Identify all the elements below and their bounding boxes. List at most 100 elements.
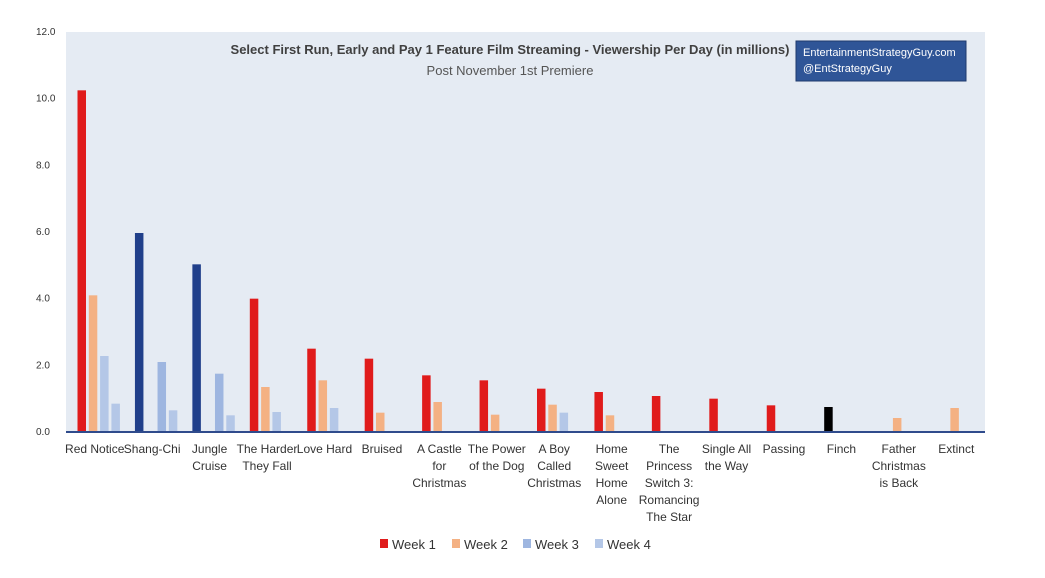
- x-tick-label-line: Christmas: [872, 459, 926, 473]
- x-tick-label: Jungle Cruise: [192, 442, 228, 473]
- x-tick-label-line: Cruise: [192, 459, 227, 473]
- bar-week-4: [111, 403, 120, 432]
- bar-week-3: [214, 373, 224, 432]
- x-tick-label-line: Princess: [646, 459, 692, 473]
- bar-week-2: [490, 414, 500, 432]
- x-tick-label-line: of the Dog: [469, 459, 524, 473]
- watermark-text: EntertainmentStrategyGuy.com: [803, 47, 956, 59]
- x-tick-label-line: Christmas: [412, 476, 466, 490]
- legend-swatch: [452, 539, 460, 548]
- x-tick-label-line: Called: [537, 459, 571, 473]
- x-tick-label-line: Red Notice: [65, 442, 125, 456]
- x-tick-label-line: Finch: [827, 442, 856, 456]
- legend-label: Week 1: [392, 537, 436, 552]
- bar-week-1: [651, 396, 661, 432]
- x-tick-label: Father Christmas is Back: [872, 442, 926, 490]
- bar-week-1: [192, 264, 201, 432]
- x-tick-label-line: The Star: [646, 510, 692, 524]
- y-tick-label: 0.0: [36, 427, 50, 438]
- x-tick-label-line: Home: [596, 476, 628, 490]
- x-tick-label-line: Sweet: [595, 459, 629, 473]
- bar-week-2: [433, 402, 442, 432]
- bar-week-4: [226, 415, 235, 432]
- watermark-box: [795, 40, 967, 82]
- bar-week-1: [479, 380, 489, 432]
- legend-label: Week 2: [464, 537, 508, 552]
- x-tick-label-line: Bruised: [362, 442, 403, 456]
- x-tick-label: Finch: [827, 442, 856, 456]
- y-tick-label: 4.0: [36, 294, 50, 305]
- x-tick-label-line: A Castle: [417, 442, 462, 456]
- bar-week-1: [766, 405, 776, 432]
- x-tick-label-line: Jungle: [192, 442, 228, 456]
- bar-week-4: [168, 410, 178, 432]
- x-tick-label-line: Love Hard: [297, 442, 352, 456]
- chart-subtitle: Post November 1st Premiere: [427, 63, 594, 78]
- x-tick-label: Extinct: [938, 442, 975, 456]
- y-tick-label: 10.0: [36, 94, 56, 105]
- x-tick-label: Home Sweet Home Alone: [595, 442, 629, 507]
- x-tick-label: Bruised: [362, 442, 403, 456]
- watermark-text: @EntStrategyGuy: [803, 63, 892, 75]
- bar-week-1: [307, 348, 316, 432]
- bar-week-3: [100, 356, 109, 432]
- x-tick-label: Love Hard: [297, 442, 352, 456]
- x-tick-label: The Power of the Dog: [468, 442, 526, 473]
- bar-week-1: [134, 233, 144, 432]
- bar-week-1: [422, 375, 431, 432]
- bar-week-1: [537, 388, 546, 432]
- x-tick-label-line: The Power: [468, 442, 526, 456]
- bar-week-2: [548, 404, 557, 432]
- x-tick-label-line: They Fall: [242, 459, 291, 473]
- x-tick-label-line: Home: [596, 442, 628, 456]
- x-tick-label-line: Passing: [763, 442, 806, 456]
- x-tick-label: A Boy Called Christmas: [527, 442, 581, 490]
- x-tick-label: The Princess Switch 3: Romancing The Star: [639, 442, 700, 524]
- legend-swatch: [380, 539, 388, 548]
- bar-week-3: [329, 408, 339, 432]
- legend-swatch: [595, 539, 603, 548]
- x-tick-label: The Harder They Fall: [237, 442, 298, 473]
- bar-week-2: [318, 380, 328, 432]
- bar-week-3: [559, 412, 569, 432]
- x-tick-label: Shang-Chi: [124, 442, 181, 456]
- bar-week-1: [594, 392, 603, 432]
- x-tick-label-line: The: [659, 442, 680, 456]
- y-tick-label: 8.0: [36, 160, 50, 171]
- legend-swatch: [523, 539, 531, 548]
- y-tick-label: 2.0: [36, 360, 50, 371]
- x-tick-label-line: A Boy: [539, 442, 570, 456]
- bar-week-2: [261, 387, 270, 432]
- y-tick-label: 6.0: [36, 227, 50, 238]
- x-tick-label-line: Extinct: [938, 442, 975, 456]
- x-tick-label-line: for: [432, 459, 446, 473]
- x-tick-label: Single All the Way: [702, 442, 751, 473]
- x-tick-label-line: Romancing: [639, 493, 700, 507]
- x-tick-label-line: Father: [882, 442, 917, 456]
- bar-week-1: [824, 407, 833, 432]
- bar-week-1: [249, 298, 259, 432]
- x-tick-label-line: Christmas: [527, 476, 581, 490]
- bar-week-2: [892, 418, 902, 432]
- x-tick-label-line: Alone: [596, 493, 627, 507]
- legend-label: Week 3: [535, 537, 579, 552]
- y-tick-label: 12.0: [36, 27, 56, 38]
- x-tick-label-line: Switch 3:: [645, 476, 694, 490]
- x-tick-label: Passing: [763, 442, 806, 456]
- x-tick-label-line: is Back: [880, 476, 920, 490]
- bar-week-2: [88, 295, 98, 432]
- x-tick-label: Red Notice: [65, 442, 125, 456]
- x-tick-label: A Castle for Christmas: [412, 442, 466, 490]
- plot-area: [66, 32, 985, 432]
- bar-week-1: [77, 90, 86, 432]
- bar-week-1: [364, 358, 374, 432]
- legend-label: Week 4: [607, 537, 651, 552]
- x-tick-label-line: Single All: [702, 442, 751, 456]
- x-tick-label-line: the Way: [705, 459, 749, 473]
- chart-title: Select First Run, Early and Pay 1 Featur…: [231, 42, 790, 57]
- bar-week-1: [709, 398, 718, 432]
- bar-week-3: [157, 362, 167, 432]
- bar-week-2: [950, 408, 959, 432]
